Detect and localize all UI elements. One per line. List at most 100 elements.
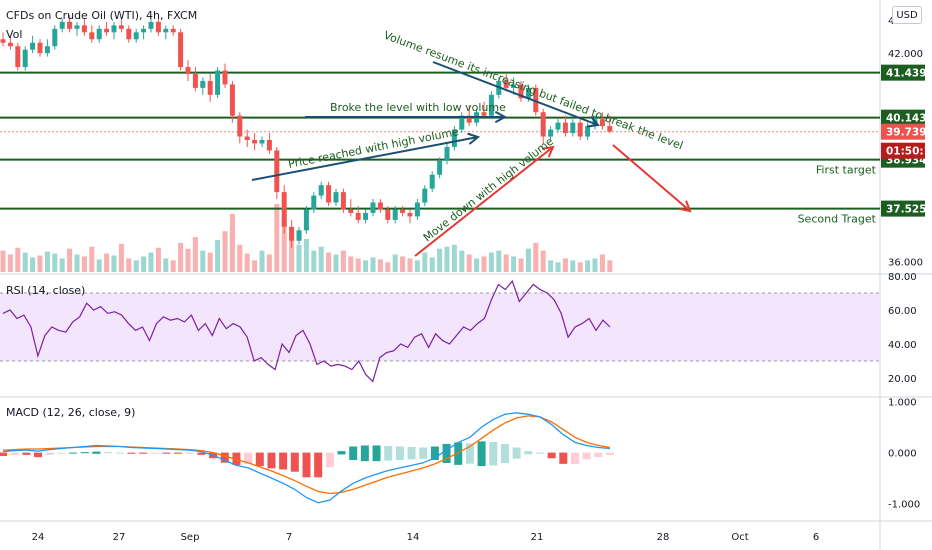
volume-bar (200, 250, 206, 272)
candle-body (178, 32, 184, 68)
level-badge (881, 109, 925, 126)
signal-line (2, 415, 611, 495)
level-badge (881, 64, 925, 81)
macd-histogram-bar (244, 452, 253, 464)
level-badge (881, 200, 925, 217)
macd-histogram-bar (174, 452, 183, 454)
volume-bar (503, 254, 509, 272)
price-tick-label: 42.000 (888, 49, 923, 60)
macd-histogram-bar (524, 451, 533, 455)
candle-body (289, 226, 295, 241)
candle-body (540, 112, 546, 137)
candle-body (348, 209, 354, 213)
macd-title: MACD (12, 26, close, 9) (6, 406, 135, 419)
candle-body (548, 129, 554, 137)
volume-bar (459, 250, 465, 272)
candle-body (407, 212, 413, 217)
macd-tick-label: -1.000 (888, 500, 920, 511)
volume-bar (377, 259, 383, 272)
candle-body (215, 70, 221, 95)
volume-bar (266, 254, 272, 272)
volume-bar (192, 237, 198, 272)
candle-body (104, 28, 110, 33)
macd-histogram-bar (430, 446, 439, 460)
macd-histogram-bar (185, 452, 194, 454)
currency-button[interactable]: USD (892, 6, 922, 24)
price-tick-label-partial: 4 (888, 16, 894, 27)
candle-body (562, 122, 568, 134)
time-tick-label: 27 (113, 532, 126, 543)
volume-bar (311, 250, 317, 272)
volume-bar (237, 244, 243, 272)
candle-body (207, 80, 213, 95)
candle-body (37, 42, 43, 54)
macd-histogram-bar (559, 452, 568, 464)
volume-bar (318, 246, 324, 272)
macd-histogram-bar (372, 445, 381, 462)
time-tick-label: Oct (731, 532, 748, 543)
volume-bar (474, 258, 480, 272)
macd-tick-label: 1.000 (888, 398, 917, 409)
volume-bar (244, 253, 250, 272)
volume-bar (163, 258, 169, 272)
time-tick-label: 14 (407, 532, 420, 543)
volume-bar (296, 244, 302, 272)
time-tick-label: 7 (286, 532, 292, 543)
macd-histogram-bar (290, 452, 299, 472)
volume-bar (548, 260, 554, 272)
volume-bar (133, 260, 139, 272)
time-tick-label: 6 (813, 532, 819, 543)
macd-histogram-bar (465, 443, 474, 464)
candle-body (59, 21, 65, 29)
volume-bar (348, 256, 354, 272)
countdown-badge-text: 01:50:16 (886, 146, 932, 158)
volume-label: Vol (6, 28, 22, 41)
annotation-move-down: Move down with high volume (421, 135, 556, 245)
volume-bar (252, 260, 258, 272)
macd-histogram-bar (442, 443, 451, 464)
volume-bar (326, 252, 332, 272)
rsi-title: RSI (14, close) (6, 284, 85, 297)
candle-body (326, 185, 332, 203)
macd-histogram-bar (419, 447, 428, 459)
candle-body (22, 49, 28, 68)
macd-histogram-bar (220, 452, 229, 463)
candle-body (229, 84, 235, 116)
rsi-tick-label: 80.00 (888, 272, 917, 283)
macd-histogram-bar (150, 452, 159, 454)
time-tick-label: 28 (657, 532, 670, 543)
volume-bar (185, 248, 191, 272)
annotation-broke-level: Broke the level with low volume (330, 101, 506, 114)
candle-body (237, 115, 243, 137)
macd-histogram-bar (547, 452, 556, 459)
candle-body (311, 195, 317, 210)
macd-histogram-bar (127, 452, 136, 454)
volume-bar (599, 254, 605, 272)
rsi-tick-label: 60.00 (888, 306, 917, 317)
rsi-tick-label: 40.00 (888, 340, 917, 351)
volume-bar (392, 254, 398, 272)
volume-bar (511, 256, 517, 272)
volume-bar (607, 260, 613, 272)
candle-body (0, 39, 6, 43)
volume-bar (355, 258, 361, 272)
volume-bar (400, 256, 406, 272)
rsi-tick-label: 20.00 (888, 374, 917, 385)
candle-body (266, 140, 272, 151)
macd-histogram-bar (10, 452, 19, 455)
macd-histogram-bar (384, 445, 393, 461)
volume-bar (126, 258, 132, 272)
level-badge-text: 40.143 (886, 113, 927, 125)
volume-bar (422, 252, 428, 272)
volume-bar (429, 257, 435, 272)
volume-bar (37, 255, 43, 272)
chart-title: CFDs on Crude Oil (WTI), 4h, FXCM (6, 9, 197, 22)
candle-body (252, 140, 258, 144)
time-tick-label: 24 (32, 532, 45, 543)
projection-arrow (612, 144, 691, 212)
candle-body (437, 160, 443, 175)
candle-body (170, 28, 176, 33)
volume-bar (385, 262, 391, 272)
